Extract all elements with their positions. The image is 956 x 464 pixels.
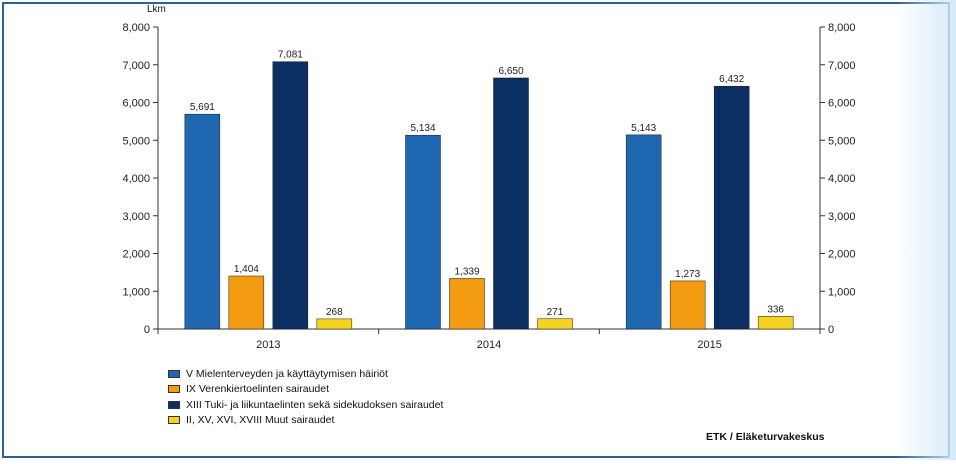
data-label: 6,432	[719, 74, 744, 85]
y-tick-label-left: 5,000	[122, 135, 150, 147]
source-credit: ETK / Eläketurvakeskus	[706, 431, 825, 443]
chart-legend: V Mielenterveyden ja käyttäytymisen häir…	[168, 366, 443, 428]
legend-label: II, XV, XVI, XVIII Muut sairaudet	[186, 414, 335, 427]
data-label: 5,134	[410, 123, 435, 134]
data-label: 1,404	[234, 264, 259, 275]
y-tick-label-left: 0	[144, 324, 150, 336]
y-tick-label-left: 1,000	[122, 286, 150, 298]
bar	[449, 278, 485, 330]
bar	[184, 113, 221, 330]
bar	[537, 318, 573, 330]
x-tick-label: 2013	[256, 339, 280, 351]
bar	[272, 61, 309, 330]
data-label: 1,273	[675, 269, 700, 280]
legend-item: IX Verenkiertoelinten sairaudet	[168, 382, 443, 398]
y-tick-label-left: 2,000	[122, 249, 150, 261]
bar	[713, 85, 750, 330]
bar	[316, 318, 353, 330]
x-tick-label: 2015	[697, 339, 721, 351]
y-tick-label-right: 7,000	[828, 60, 856, 72]
bar	[669, 280, 706, 330]
legend-label: IX Verenkiertoelinten sairaudet	[186, 383, 330, 396]
y-tick-label-right: 5,000	[828, 135, 856, 147]
bar	[625, 134, 662, 330]
y-tick-label-right: 0	[828, 324, 834, 336]
legend-label: V Mielenterveyden ja käyttäytymisen häir…	[186, 367, 388, 380]
legend-item: V Mielenterveyden ja käyttäytymisen häir…	[168, 366, 443, 382]
y-tick-label-right: 8,000	[828, 22, 856, 34]
bar	[493, 77, 529, 330]
data-label: 5,143	[631, 123, 656, 134]
data-label: 336	[767, 304, 784, 315]
bar	[405, 134, 441, 330]
legend-swatch	[168, 385, 180, 394]
legend-swatch	[168, 369, 180, 378]
data-label: 1,339	[454, 266, 479, 277]
y-tick-label-left: 6,000	[122, 98, 150, 110]
data-label: 7,081	[278, 50, 303, 61]
data-label: 271	[547, 307, 564, 318]
y-tick-label-left: 3,000	[122, 211, 150, 223]
y-tick-label-right: 6,000	[828, 98, 856, 110]
y-tick-label-right: 3,000	[828, 211, 856, 223]
y-tick-label-right: 2,000	[828, 249, 856, 261]
legend-label: XIII Tuki- ja liikuntaelinten sekä sidek…	[186, 398, 444, 411]
y-tick-label-left: 8,000	[122, 22, 150, 34]
y-tick-label-left: 7,000	[122, 60, 150, 72]
legend-item: XIII Tuki- ja liikuntaelinten sekä sidek…	[168, 397, 443, 413]
chart-frame	[2, 2, 950, 458]
data-label: 6,650	[498, 66, 523, 77]
bar	[757, 316, 794, 330]
y-tick-label-right: 1,000	[828, 286, 856, 298]
decorative-edge	[896, 0, 956, 460]
y-axis-unit-label: Lkm	[147, 4, 166, 15]
x-tick-label: 2014	[477, 339, 501, 351]
data-label: 5,691	[190, 102, 215, 113]
y-tick-label-right: 4,000	[828, 173, 856, 185]
legend-swatch	[168, 400, 180, 409]
y-tick-label-left: 4,000	[122, 173, 150, 185]
bar	[228, 275, 265, 330]
legend-swatch	[168, 416, 180, 425]
data-label: 268	[326, 307, 343, 318]
legend-item: II, XV, XVI, XVIII Muut sairaudet	[168, 413, 443, 429]
